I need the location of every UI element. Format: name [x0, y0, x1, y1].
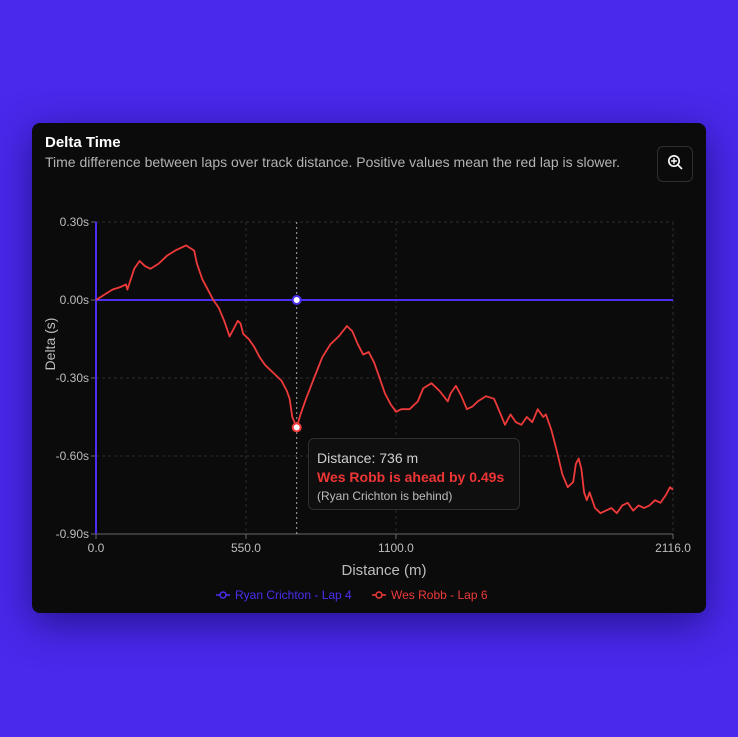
y-tick-label: 0.30s — [60, 215, 89, 229]
x-tick-label: 2116.0 — [655, 541, 691, 555]
x-tick-label: 1100.0 — [378, 541, 414, 555]
y-axis-label: Delta (s) — [42, 318, 58, 371]
tooltip-behind-text: (Ryan Crichton is behind) — [317, 489, 453, 503]
hover-tooltip: Distance: 736 m Wes Robb is ahead by 0.4… — [308, 438, 520, 510]
card-title: Delta Time — [45, 134, 121, 151]
legend-marker-red — [375, 591, 383, 599]
legend-label-blue: Ryan Crichton - Lap 4 — [235, 588, 352, 602]
zoom-button[interactable] — [657, 146, 693, 182]
tooltip-ahead-text: Wes Robb is ahead by 0.49s — [317, 469, 505, 485]
y-tick-label: 0.00s — [60, 293, 89, 307]
delta-time-card: Delta Time Time difference between laps … — [32, 123, 706, 613]
legend-marker-blue — [219, 591, 227, 599]
y-tick-label: -0.90s — [56, 527, 89, 541]
card-description: Time difference between laps over track … — [45, 154, 621, 170]
y-tick-label: -0.30s — [56, 371, 89, 385]
legend-label-red: Wes Robb - Lap 6 — [391, 588, 488, 602]
y-tick-label: -0.60s — [56, 449, 89, 463]
tooltip-distance: Distance: 736 m — [317, 450, 419, 466]
x-tick-label: 0.0 — [88, 541, 105, 555]
hover-point-red — [291, 422, 302, 433]
x-axis-label: Distance (m) — [341, 562, 426, 579]
x-tick-label: 550.0 — [231, 541, 261, 555]
zoom-in-icon — [667, 154, 683, 175]
series-line-red — [95, 244, 674, 515]
hover-point-blue — [291, 295, 302, 305]
